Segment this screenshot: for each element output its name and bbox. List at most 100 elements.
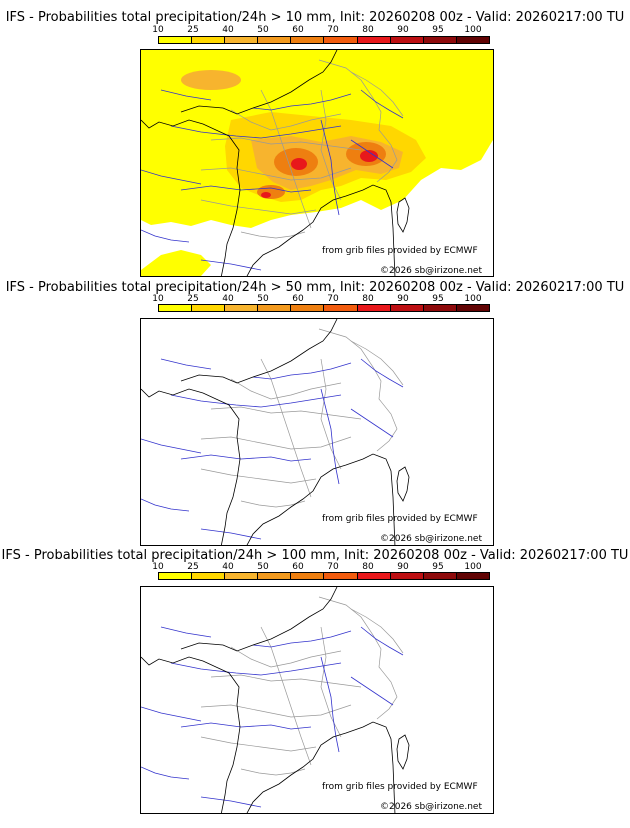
region-border	[350, 608, 404, 654]
river	[320, 119, 340, 216]
river	[200, 528, 262, 540]
colorbar-segment	[159, 37, 193, 43]
colorbar-segment	[324, 37, 358, 43]
colorbar-tick: 25	[187, 562, 199, 572]
map-1	[140, 49, 494, 277]
precip-field	[141, 50, 493, 276]
source-credit-3: from grib files provided by ECMWF	[322, 782, 478, 792]
precip-area	[141, 250, 211, 276]
colorbar-1	[158, 36, 490, 44]
panel-2-title: IFS - Probabilities total precipitation/…	[5, 280, 625, 295]
river	[141, 169, 202, 185]
river	[141, 766, 190, 780]
colorbar-tick: 95	[432, 294, 444, 304]
river	[252, 630, 352, 648]
river	[180, 454, 312, 462]
colorbar-segment	[258, 573, 292, 579]
river	[170, 662, 342, 676]
copyright-2: ©2026 sb@irizone.net	[380, 534, 482, 544]
colorbar-segment	[423, 305, 457, 311]
colorbar-tick: 60	[292, 562, 304, 572]
map-canvas	[141, 587, 410, 813]
colorbar-segment	[258, 305, 292, 311]
region-border	[210, 674, 362, 688]
colorbar-segment	[225, 573, 259, 579]
river	[141, 498, 190, 512]
colorbar-3	[158, 572, 490, 580]
panel-1-title: IFS - Probabilities total precipitation/…	[5, 10, 625, 25]
colorbar-tick: 90	[397, 562, 409, 572]
river	[360, 626, 404, 656]
river	[350, 676, 394, 706]
river	[180, 722, 312, 730]
region-border	[200, 167, 352, 181]
region-border	[318, 328, 398, 452]
region-border	[200, 199, 317, 215]
colorbar-segment	[390, 37, 424, 43]
region-border	[230, 646, 342, 668]
river	[350, 408, 394, 438]
colorbar-tick: 90	[397, 25, 409, 35]
colorbar-segment	[291, 573, 325, 579]
colorbar-segment	[456, 305, 489, 311]
river	[141, 438, 202, 454]
colorbar-tick: 70	[327, 562, 339, 572]
colorbar-tick: 100	[464, 562, 482, 572]
colorbar-segment	[456, 37, 489, 43]
colorbar-tick: 25	[187, 294, 199, 304]
colorbar-1-ticks: 10 25 40 50 60 70 80 90 95 100	[152, 25, 490, 35]
source-credit-2: from grib files provided by ECMWF	[322, 514, 478, 524]
colorbar-segment	[291, 305, 325, 311]
region-border	[260, 626, 312, 766]
colorbar-tick: 50	[257, 562, 269, 572]
colorbar-tick: 95	[432, 562, 444, 572]
colorbar-segment	[324, 573, 358, 579]
coastline	[396, 734, 410, 770]
colorbar-tick: 90	[397, 294, 409, 304]
river	[180, 185, 312, 193]
colorbar-segment	[456, 573, 489, 579]
colorbar-segment	[225, 37, 259, 43]
colorbar-tick: 50	[257, 25, 269, 35]
colorbar-2-ticks: 10 25 40 50 60 70 80 90 95 100	[152, 294, 490, 304]
colorbar-segment	[192, 37, 226, 43]
precip-area	[257, 185, 285, 199]
colorbar-segment	[192, 573, 226, 579]
colorbar-segment	[291, 37, 325, 43]
colorbar-segment	[357, 37, 391, 43]
map-canvas	[141, 50, 493, 276]
colorbar-tick: 10	[152, 562, 164, 572]
colorbar-segment	[423, 37, 457, 43]
region-border	[200, 736, 317, 752]
colorbar-tick: 95	[432, 25, 444, 35]
colorbar-tick: 60	[292, 25, 304, 35]
precip-area	[360, 150, 378, 162]
region-border	[318, 596, 398, 720]
colorbar-2	[158, 304, 490, 312]
region-border	[260, 358, 312, 498]
coastline	[141, 656, 396, 813]
region-border	[210, 406, 362, 420]
map-2	[140, 318, 494, 546]
river	[141, 706, 202, 722]
colorbar-tick: 80	[362, 25, 374, 35]
colorbar-segment	[357, 305, 391, 311]
region-border	[230, 109, 342, 131]
colorbar-segment	[390, 573, 424, 579]
river	[320, 656, 340, 753]
map-3	[140, 586, 494, 814]
region-border	[318, 59, 398, 183]
colorbar-tick: 40	[222, 294, 234, 304]
colorbar-tick: 100	[464, 294, 482, 304]
copyright-3: ©2026 sb@irizone.net	[380, 802, 482, 812]
coastline	[141, 388, 396, 545]
region-border	[210, 137, 362, 151]
coastline	[396, 466, 410, 502]
copyright-1: ©2026 sb@irizone.net	[380, 266, 482, 276]
colorbar-segment	[159, 305, 193, 311]
region-border	[230, 378, 342, 400]
colorbar-tick: 80	[362, 294, 374, 304]
colorbar-tick: 40	[222, 562, 234, 572]
colorbar-segment	[423, 573, 457, 579]
colorbar-tick: 80	[362, 562, 374, 572]
